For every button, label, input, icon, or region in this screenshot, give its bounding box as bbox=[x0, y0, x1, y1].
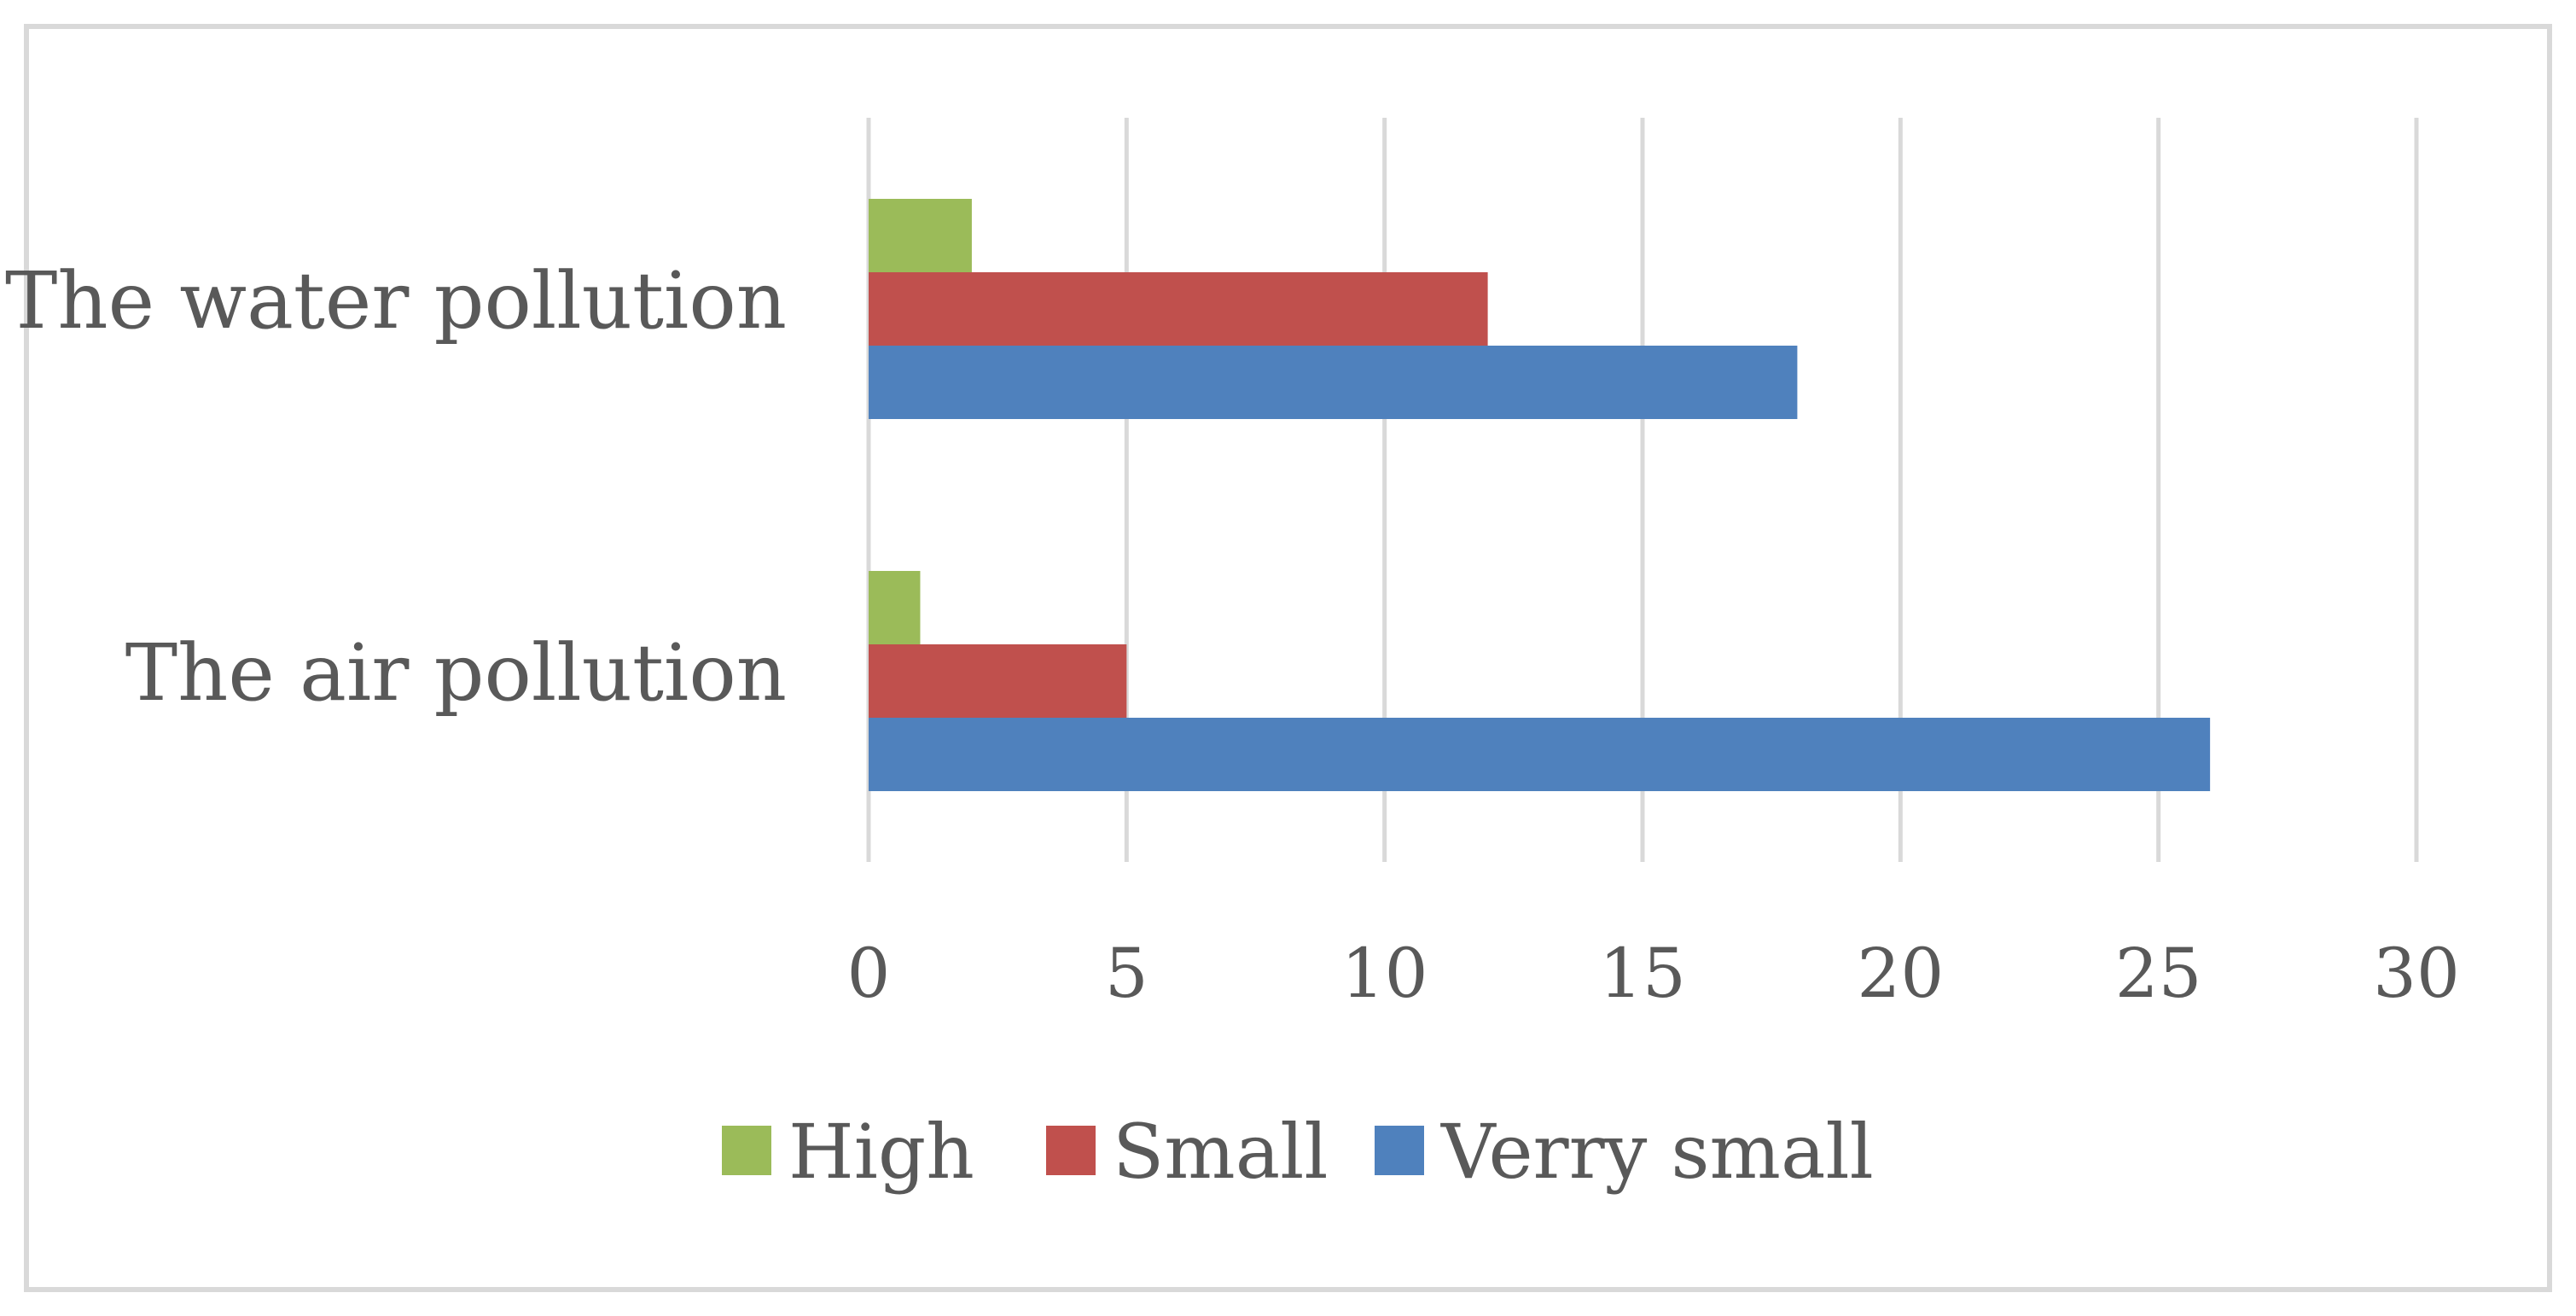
legend-label: Verry small bbox=[1440, 1108, 1874, 1196]
legend-label: High bbox=[788, 1108, 974, 1196]
x-tick-label: 25 bbox=[2115, 934, 2202, 1013]
x-tick-label: 10 bbox=[1341, 934, 1428, 1013]
x-tick-label: 15 bbox=[1599, 934, 1686, 1013]
x-tick-label: 30 bbox=[2373, 934, 2460, 1013]
x-tick-label: 20 bbox=[1857, 934, 1944, 1013]
legend-label: Small bbox=[1113, 1108, 1328, 1196]
bar-small bbox=[869, 272, 1488, 346]
legend-swatch-small bbox=[1046, 1126, 1096, 1175]
bars bbox=[869, 199, 2211, 791]
legend-swatch-verry-small bbox=[1375, 1126, 1424, 1175]
category-labels: The air pollution The water pollution bbox=[5, 255, 787, 719]
legend-swatch-high bbox=[722, 1126, 771, 1175]
bar-high bbox=[869, 571, 921, 644]
category-label: The water pollution bbox=[5, 255, 787, 346]
bar-verry-small bbox=[869, 718, 2211, 791]
chart-frame bbox=[24, 24, 2552, 1292]
bar-verry-small bbox=[869, 346, 1798, 419]
x-tick-label: 5 bbox=[1105, 934, 1148, 1013]
bar-small bbox=[869, 644, 1127, 718]
x-tick-labels: 0 5 10 15 20 25 30 bbox=[847, 934, 2460, 1013]
x-tick-label: 0 bbox=[847, 934, 891, 1013]
legend: High Small Verry small bbox=[722, 1108, 1874, 1196]
bar-high bbox=[869, 199, 972, 272]
category-label: The air pollution bbox=[125, 627, 787, 719]
